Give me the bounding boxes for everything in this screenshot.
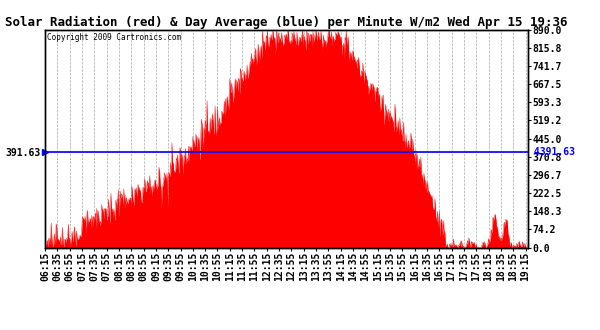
Text: Copyright 2009 Cartronics.com: Copyright 2009 Cartronics.com	[47, 33, 182, 42]
Text: 4391.63: 4391.63	[528, 147, 575, 157]
Title: Solar Radiation (red) & Day Average (blue) per Minute W/m2 Wed Apr 15 19:36: Solar Radiation (red) & Day Average (blu…	[5, 16, 568, 28]
